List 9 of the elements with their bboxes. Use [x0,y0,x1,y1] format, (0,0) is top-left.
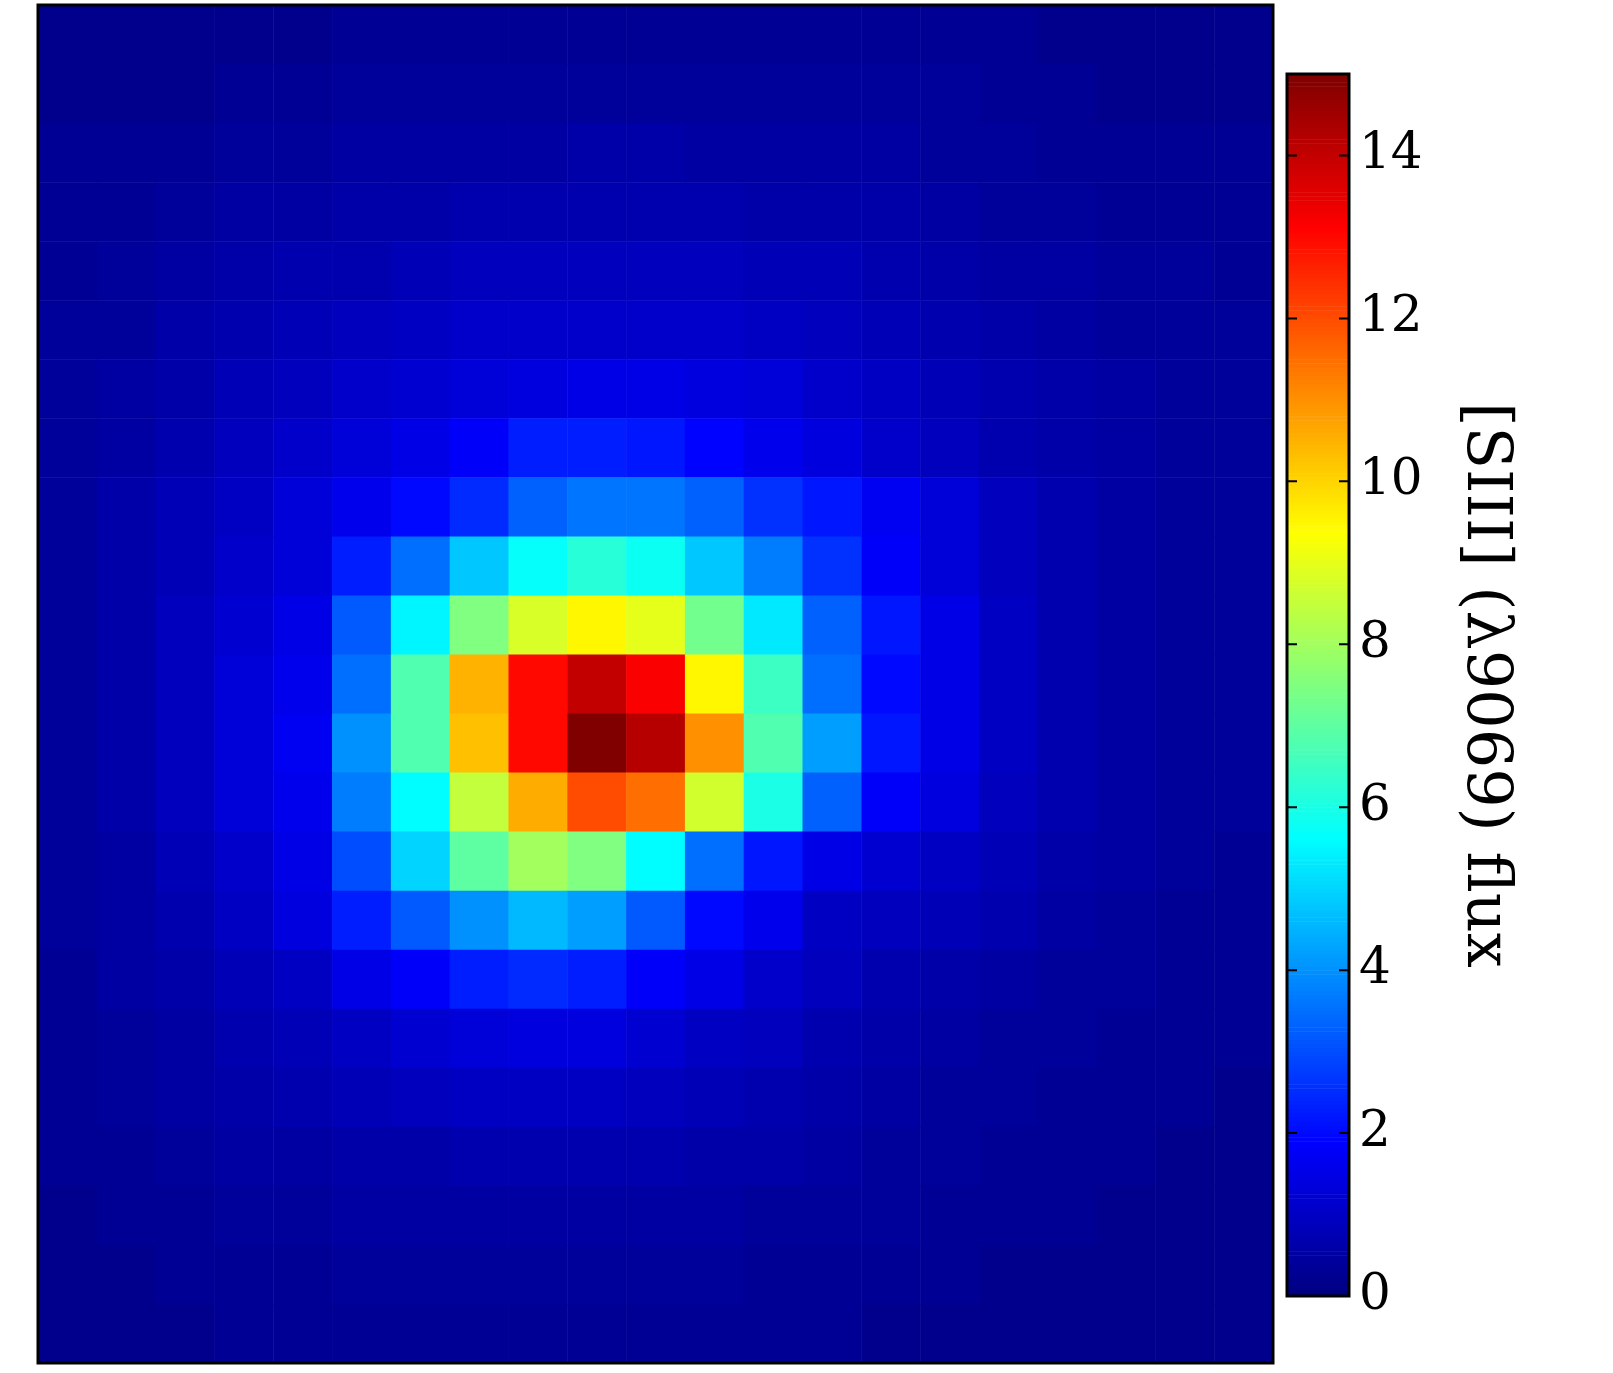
color-bar-label: 8 [1359,611,1391,670]
color-bar-title: [SIII] (λ9069) flux [1452,402,1526,968]
color-bar-label: 0 [1359,1262,1391,1321]
color-bar-label: 14 [1359,122,1423,181]
color-bar-label: 2 [1359,1100,1391,1159]
color-bar-label: 10 [1359,448,1423,507]
color-bar-label: 12 [1359,285,1423,344]
color-bar-label: 4 [1359,937,1391,996]
color-bar-label: 6 [1359,774,1391,833]
